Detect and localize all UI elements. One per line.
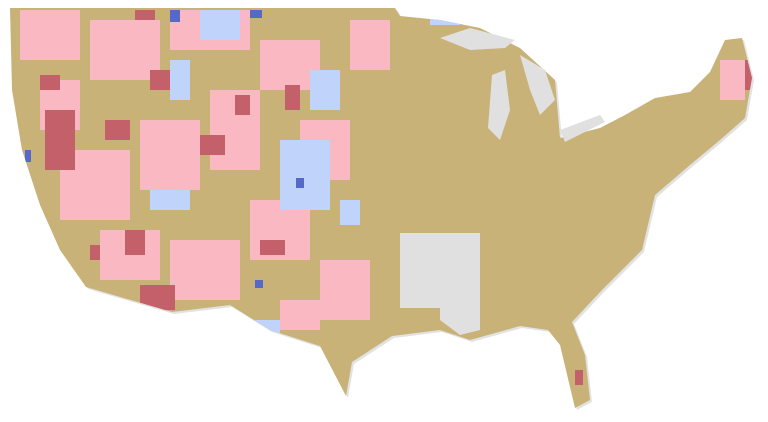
great-lake	[488, 70, 510, 140]
great-lake	[520, 55, 555, 115]
red-patches	[40, 10, 752, 385]
dark-blue-patches	[25, 10, 304, 288]
great-lake	[440, 28, 515, 50]
great-lake	[560, 115, 605, 142]
missing-region	[400, 233, 480, 308]
missing-region	[440, 308, 480, 335]
